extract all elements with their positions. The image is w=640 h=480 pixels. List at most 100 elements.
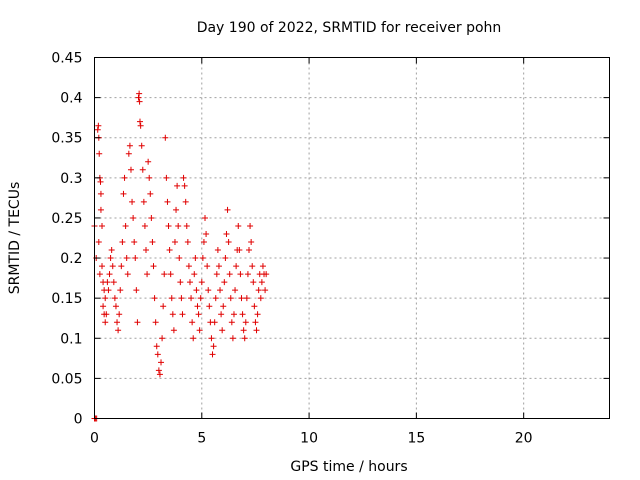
x-tick-label: 0 xyxy=(90,431,99,447)
data-point xyxy=(177,279,184,286)
data-point xyxy=(118,263,125,270)
data-point xyxy=(153,343,160,350)
data-point xyxy=(129,198,136,205)
data-point xyxy=(116,311,123,318)
y-axis-title: SRMTID / TECUs xyxy=(7,182,23,295)
data-point xyxy=(209,351,216,358)
data-point xyxy=(99,263,106,270)
plot-frame xyxy=(94,57,610,419)
data-point xyxy=(95,122,102,129)
data-point xyxy=(229,335,236,342)
data-point xyxy=(175,222,182,229)
data-point xyxy=(220,303,227,310)
data-point xyxy=(262,287,269,294)
data-point xyxy=(224,206,231,213)
data-point xyxy=(122,222,129,229)
data-point xyxy=(228,319,235,326)
data-point xyxy=(100,303,107,310)
data-point xyxy=(217,287,224,294)
data-point xyxy=(109,263,116,270)
data-point xyxy=(227,295,234,302)
data-point xyxy=(225,239,232,246)
data-point xyxy=(183,222,190,229)
data-point xyxy=(102,319,109,326)
data-point xyxy=(105,287,112,294)
data-point xyxy=(145,158,152,165)
data-point xyxy=(136,118,143,125)
data-point xyxy=(138,142,145,149)
data-point xyxy=(114,319,121,326)
data-point xyxy=(222,255,229,262)
data-point xyxy=(221,279,228,286)
y-tick-label: 0.05 xyxy=(51,371,82,387)
data-point xyxy=(149,239,156,246)
data-point xyxy=(108,247,115,254)
x-tick-label: 10 xyxy=(300,431,318,447)
data-point xyxy=(167,271,174,278)
data-point xyxy=(185,263,192,270)
data-point xyxy=(123,255,130,262)
data-point xyxy=(259,263,266,270)
data-point xyxy=(197,295,204,302)
data-point xyxy=(195,311,202,318)
data-point xyxy=(174,182,181,189)
data-point xyxy=(148,214,155,221)
data-points xyxy=(91,90,270,422)
y-tick-label: 0.15 xyxy=(51,291,82,307)
data-point xyxy=(147,190,154,197)
data-point xyxy=(159,335,166,342)
data-point xyxy=(94,126,101,133)
x-tick-labels: 0 5 10 15 20 xyxy=(90,431,533,447)
data-point xyxy=(239,311,246,318)
data-point xyxy=(139,166,146,173)
data-point xyxy=(117,287,124,294)
data-point xyxy=(135,94,142,101)
data-point xyxy=(237,271,244,278)
data-point xyxy=(246,247,252,254)
data-point xyxy=(119,239,126,246)
data-point xyxy=(182,198,189,205)
data-point xyxy=(198,279,205,286)
data-point xyxy=(251,303,258,310)
data-point xyxy=(104,279,111,286)
data-point xyxy=(254,311,261,318)
data-point xyxy=(125,150,132,157)
x-tick-label: 5 xyxy=(197,431,206,447)
x-axis-title: GPS time / hours xyxy=(290,459,407,475)
data-point xyxy=(97,178,104,185)
data-point xyxy=(124,271,131,278)
data-point xyxy=(250,279,257,286)
data-point xyxy=(121,174,128,181)
data-point xyxy=(248,239,255,246)
data-point xyxy=(219,327,226,334)
y-tick-label: 0.2 xyxy=(60,251,82,267)
data-point xyxy=(191,271,198,278)
data-point xyxy=(230,311,237,318)
data-point xyxy=(134,319,141,326)
data-point xyxy=(200,239,207,246)
data-point xyxy=(181,182,188,189)
data-point xyxy=(176,255,183,262)
data-point xyxy=(206,303,213,310)
data-point xyxy=(238,295,245,302)
data-point xyxy=(150,263,157,270)
data-point xyxy=(161,271,168,278)
data-point xyxy=(132,255,139,262)
data-point xyxy=(242,319,249,326)
y-tick-label: 0.25 xyxy=(51,211,82,227)
data-point xyxy=(223,230,230,237)
data-point xyxy=(130,214,137,221)
data-point xyxy=(244,271,251,278)
data-point xyxy=(247,222,254,229)
data-point xyxy=(156,371,163,378)
data-point xyxy=(236,247,243,254)
data-point xyxy=(204,263,211,270)
y-tick-label: 0.1 xyxy=(60,331,82,347)
data-point xyxy=(193,287,200,294)
data-point xyxy=(95,239,102,246)
data-point xyxy=(155,367,162,374)
data-point xyxy=(252,319,259,326)
y-tick-label: 0.3 xyxy=(60,171,82,187)
data-point xyxy=(137,122,144,129)
data-point xyxy=(146,174,153,181)
